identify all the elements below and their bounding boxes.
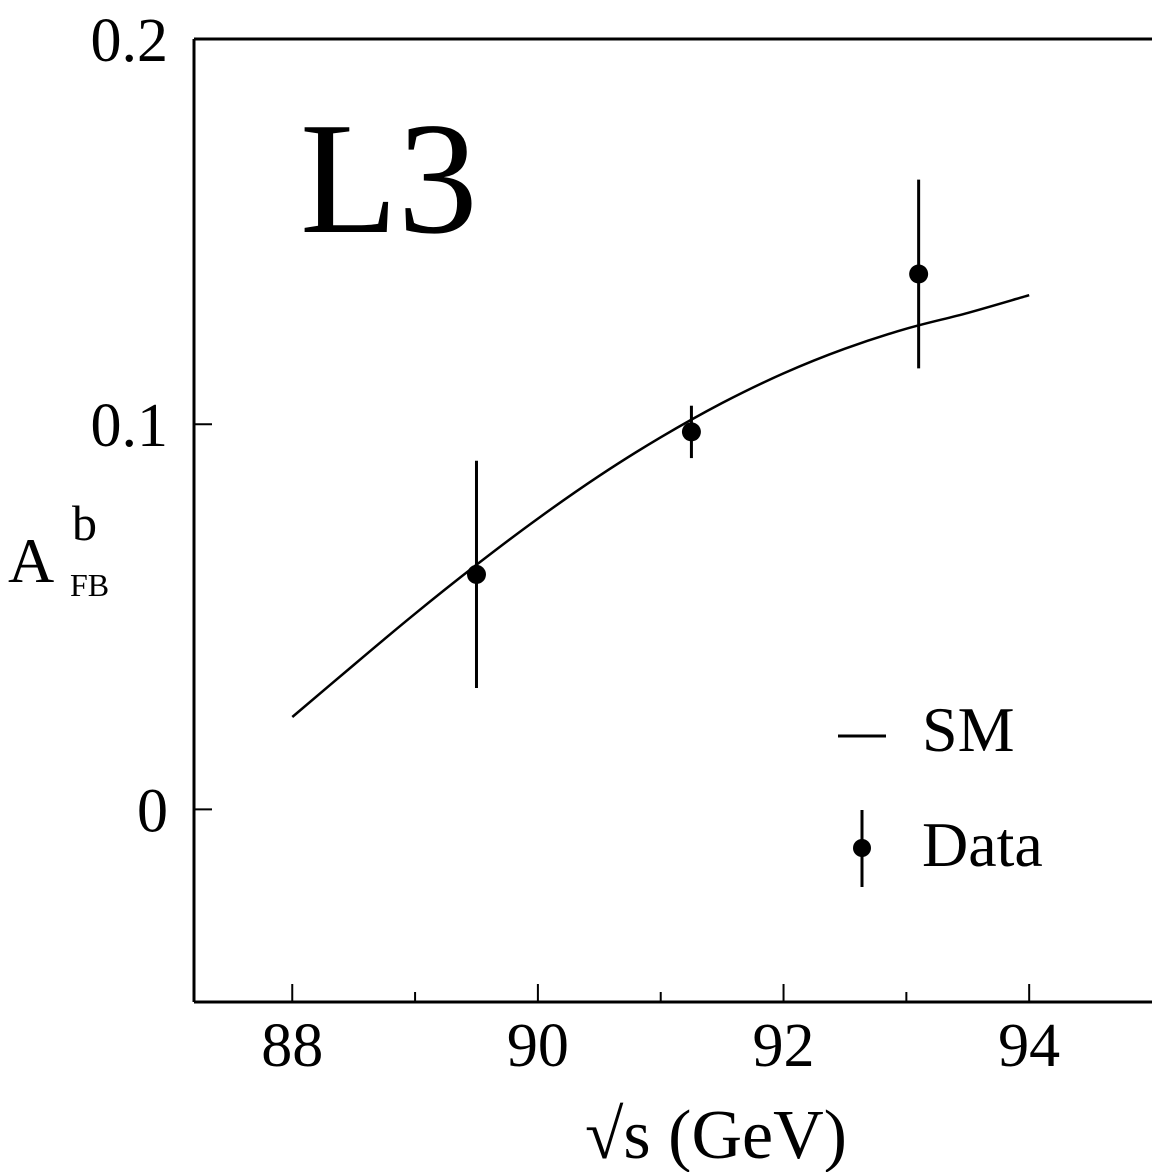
y-tick-label-1: 0.1 <box>91 392 169 460</box>
plot-frame <box>192 37 1152 1004</box>
y-axis-title-main: A <box>8 525 54 596</box>
y-axis-title-sub: FB <box>70 567 109 603</box>
legend: SM Data <box>838 694 1043 887</box>
sm-curve-group <box>291 293 1030 718</box>
x-ticks: 88 90 92 94 <box>261 984 1060 1080</box>
legend-data-marker <box>853 839 871 857</box>
y-tick-label-2: 0.2 <box>91 7 169 75</box>
x-tick-label-3: 94 <box>998 1012 1060 1080</box>
data-point-2 <box>909 264 929 284</box>
x-tick-label-1: 90 <box>507 1012 569 1080</box>
y-axis-title-sup: b <box>72 495 97 551</box>
x-axis-title: √s (GeV) <box>585 1097 847 1172</box>
legend-sm-label: SM <box>922 694 1015 765</box>
y-axis-title: A b FB <box>8 495 109 603</box>
data-point-0 <box>466 564 486 584</box>
y-tick-label-0: 0 <box>137 777 168 845</box>
y-ticks: 0 0.1 0.2 <box>91 7 212 845</box>
data-point-1 <box>681 422 701 442</box>
legend-data-label: Data <box>922 809 1043 880</box>
sm-curve <box>291 293 1030 718</box>
panel-label: L3 <box>300 89 478 267</box>
x-tick-label-2: 92 <box>753 1012 815 1080</box>
data-points-group <box>466 179 929 689</box>
x-tick-label-0: 88 <box>261 1012 323 1080</box>
